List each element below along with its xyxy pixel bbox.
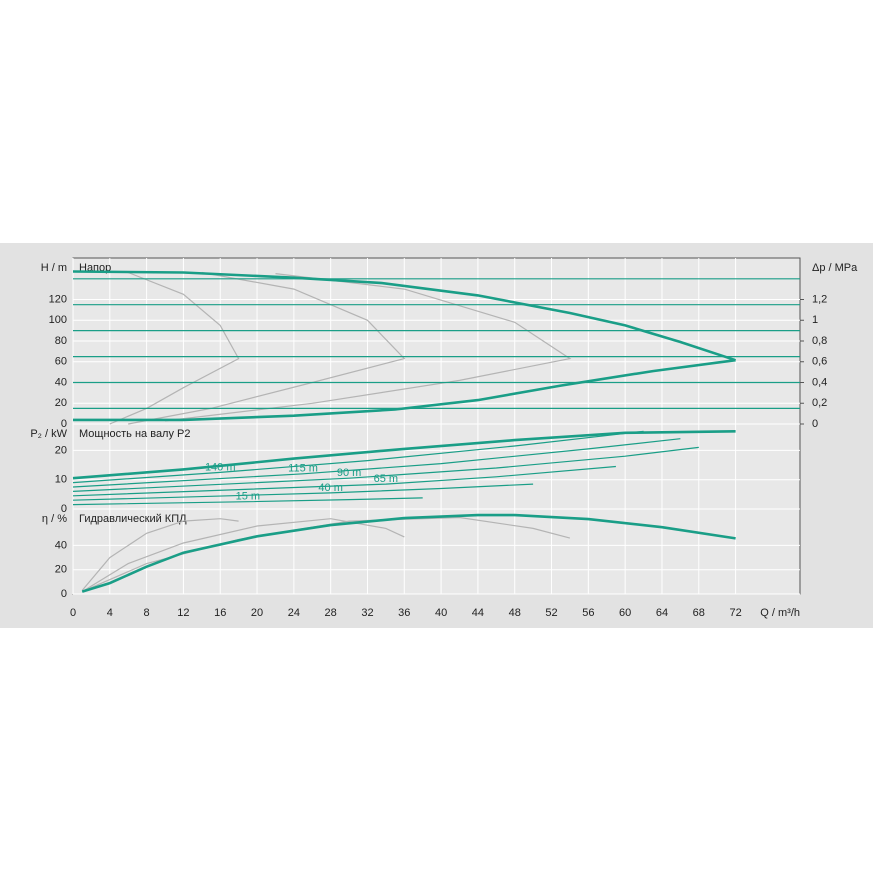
- y2-tick-label: 0,2: [812, 397, 827, 409]
- series-line: [164, 273, 572, 422]
- series-line: [72, 270, 737, 362]
- y-tick-label: 20: [55, 564, 67, 576]
- x-tick-label: 44: [472, 607, 484, 619]
- y2-tick-label: 0,8: [812, 335, 827, 347]
- panel-title: Мощность на валу P2: [79, 428, 191, 440]
- series-line: [72, 465, 616, 497]
- y-tick-label: 100: [49, 314, 67, 326]
- x-tick-label: 28: [325, 607, 337, 619]
- series-line: [81, 516, 571, 593]
- y-tick-label: 20: [55, 397, 67, 409]
- y2-tick-label: 1,2: [812, 293, 827, 305]
- y-tick-label: 80: [55, 335, 67, 347]
- x-tick-label: 32: [361, 607, 373, 619]
- y-tick-label: 0: [61, 503, 67, 515]
- x-tick-label: 0: [70, 607, 76, 619]
- x-tick-label: 36: [398, 607, 410, 619]
- y-axis-label: H / m: [41, 262, 67, 274]
- x-tick-label: 20: [251, 607, 263, 619]
- y-tick-label: 0: [61, 588, 67, 600]
- x-tick-label: 8: [144, 607, 150, 619]
- series-line: [81, 518, 405, 593]
- series-label: 65 m: [374, 473, 398, 485]
- y2-axis-label: Δp / MPa: [812, 262, 858, 274]
- series-line: [72, 497, 423, 506]
- y-tick-label: 40: [55, 376, 67, 388]
- y-axis-label: P₂ / kW: [30, 428, 67, 440]
- series-line: [81, 518, 239, 591]
- y2-tick-label: 0: [812, 418, 818, 430]
- series-line: [72, 483, 534, 501]
- x-axis-label: Q / m³/h: [760, 607, 800, 619]
- y-tick-label: 10: [55, 474, 67, 486]
- y-tick-label: 20: [55, 444, 67, 456]
- series-line: [81, 513, 736, 593]
- y-tick-label: 120: [49, 293, 67, 305]
- y-tick-label: 0: [61, 418, 67, 430]
- series-line: [72, 430, 644, 484]
- y-tick-label: 40: [55, 539, 67, 551]
- series-label: 115 m: [288, 463, 318, 475]
- x-tick-label: 56: [582, 607, 594, 619]
- x-tick-label: 16: [214, 607, 226, 619]
- x-tick-label: 4: [107, 607, 113, 619]
- x-tick-label: 60: [619, 607, 631, 619]
- y-axis-label: η / %: [42, 513, 67, 525]
- x-tick-label: 72: [729, 607, 741, 619]
- y2-tick-label: 1: [812, 314, 818, 326]
- x-tick-label: 52: [545, 607, 557, 619]
- x-tick-label: 68: [693, 607, 705, 619]
- y2-tick-label: 0,4: [812, 376, 827, 388]
- series-label: 90 m: [337, 467, 361, 479]
- series-line: [73, 358, 736, 422]
- series-label: 40 m: [318, 482, 342, 494]
- series-line: [72, 438, 681, 488]
- y2-tick-label: 0,6: [812, 356, 827, 368]
- x-tick-label: 64: [656, 607, 668, 619]
- x-tick-label: 24: [288, 607, 300, 619]
- x-tick-label: 12: [177, 607, 189, 619]
- series-line: [72, 430, 736, 480]
- panel-title: Гидравлический КПД: [79, 513, 187, 525]
- series-line: [72, 446, 699, 492]
- series-label: 15 m: [236, 491, 260, 503]
- x-tick-label: 40: [435, 607, 447, 619]
- x-tick-label: 48: [509, 607, 521, 619]
- y-tick-label: 60: [55, 356, 67, 368]
